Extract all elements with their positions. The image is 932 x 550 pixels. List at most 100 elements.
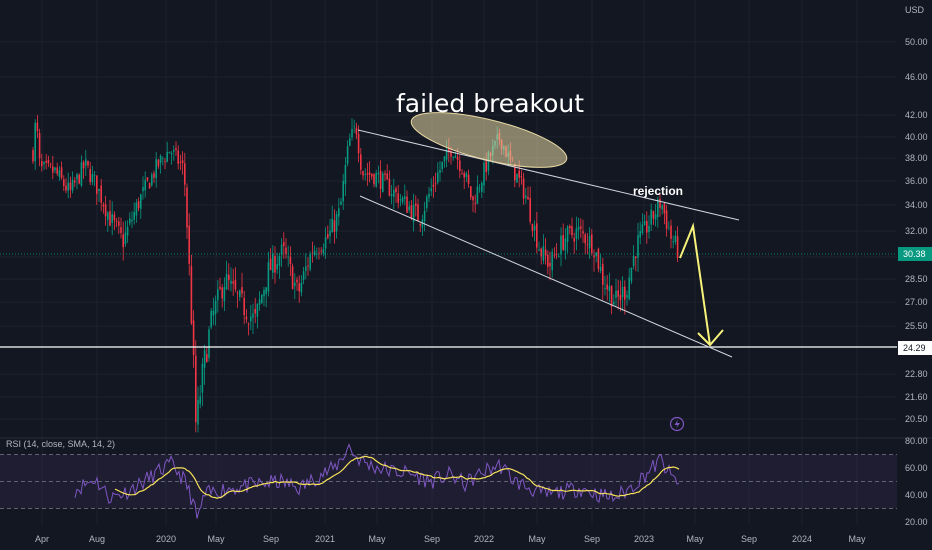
candle-body <box>591 234 593 254</box>
candle-body <box>54 167 56 171</box>
candle-body <box>364 174 366 175</box>
candle-body <box>483 162 485 186</box>
candle-body <box>47 159 50 164</box>
failed-breakout-annotation[interactable]: failed breakout <box>396 89 584 118</box>
candle-body <box>338 208 340 217</box>
candle-body <box>258 299 261 305</box>
time-axis[interactable]: Apr Aug 2020 May Sep 2021 May Sep 2022 May Sep 2023… <box>35 534 866 544</box>
projection-arrow[interactable] <box>679 222 711 346</box>
candle-body <box>531 224 534 232</box>
candle-body <box>549 262 551 267</box>
rsi-tick-label: 80.00 <box>905 436 928 446</box>
price-tick-label: 32.00 <box>905 226 928 236</box>
candle-body <box>558 256 560 258</box>
candle-body <box>208 329 210 358</box>
candle-body <box>186 187 188 228</box>
time-tick-label: 2024 <box>792 534 812 544</box>
candle-body <box>162 158 164 160</box>
candle-body <box>89 169 91 183</box>
rejection-annotation[interactable]: rejection <box>633 184 683 198</box>
price-tick-label: 36.00 <box>905 176 928 186</box>
candle-body <box>527 196 529 200</box>
candle-body <box>586 244 589 246</box>
candle-body <box>408 206 410 211</box>
candle-body <box>514 163 516 181</box>
candle-body <box>85 159 87 166</box>
candle-body <box>564 238 567 251</box>
candle-body <box>192 320 195 356</box>
rsi-indicator-label[interactable]: RSI (14, close, SMA, 14, 2) <box>6 439 115 449</box>
candle-body <box>357 133 360 154</box>
channel-upper-line[interactable] <box>357 129 740 221</box>
candle-body <box>360 154 362 170</box>
candle-body <box>135 202 138 216</box>
candle-body <box>148 183 151 189</box>
candle-body <box>476 186 479 204</box>
candle-body <box>487 152 490 171</box>
candle-body <box>168 151 171 154</box>
level-price-badge-bg <box>898 341 932 355</box>
candle-body <box>309 254 311 270</box>
candle-body <box>639 231 641 238</box>
candle-body <box>155 159 157 179</box>
candle-body <box>115 221 118 222</box>
candle-body <box>597 248 600 269</box>
candle-body <box>320 250 322 252</box>
level-price-value: 24.29 <box>903 343 926 353</box>
candle-body <box>584 234 586 244</box>
candle-body <box>428 193 430 198</box>
candle-body <box>146 177 149 181</box>
price-tick-label: 46.00 <box>905 72 928 82</box>
candle-body <box>399 199 402 201</box>
candle-body <box>133 211 135 220</box>
candle-body <box>210 310 212 328</box>
channel-lower-line[interactable] <box>359 195 733 358</box>
time-tick-label: May <box>686 534 704 544</box>
candle-body <box>434 183 437 185</box>
drawings[interactable] <box>0 101 897 358</box>
candle-body <box>560 235 562 255</box>
time-tick-label: Apr <box>35 534 49 544</box>
candle-body <box>619 295 622 301</box>
candle-body <box>87 160 89 166</box>
candle-body <box>672 241 674 243</box>
candle-body <box>461 173 463 175</box>
candle-body <box>137 201 140 209</box>
candle-body <box>406 196 408 213</box>
candle-body <box>648 225 650 233</box>
replay-icon[interactable] <box>669 416 685 432</box>
last-price-badge-bg <box>898 247 932 261</box>
candle-body <box>96 175 98 194</box>
candle-body <box>71 179 74 191</box>
rsi-tick-label: 20.00 <box>905 517 928 527</box>
candle-body <box>536 223 538 248</box>
candle-body <box>518 170 520 178</box>
candle-body <box>573 238 575 242</box>
candle-body <box>377 172 380 175</box>
candle-body <box>228 274 230 281</box>
candle-body <box>250 316 252 322</box>
candle-body <box>393 189 395 197</box>
candle-body <box>637 235 639 258</box>
candle-body <box>324 237 327 249</box>
candle-body <box>340 201 342 205</box>
price-tick-label: 25.50 <box>905 321 928 331</box>
candle-body <box>520 176 523 178</box>
candle-body <box>214 300 217 315</box>
last-price-value: 30.38 <box>903 249 926 259</box>
candle-body <box>351 129 353 138</box>
candle-body <box>547 254 549 267</box>
candle-body <box>267 262 270 292</box>
candle-body <box>274 256 276 273</box>
candle-body <box>610 285 613 307</box>
candle-body <box>157 159 160 167</box>
candle-body <box>294 282 296 287</box>
candle-body <box>525 195 527 198</box>
failed-breakout-ellipse[interactable] <box>407 101 572 179</box>
candle-body <box>120 227 122 233</box>
candle-body <box>373 174 375 185</box>
candle-body <box>327 234 329 238</box>
last-price-badge: 30.38 <box>898 247 932 261</box>
candle-body <box>602 263 604 285</box>
